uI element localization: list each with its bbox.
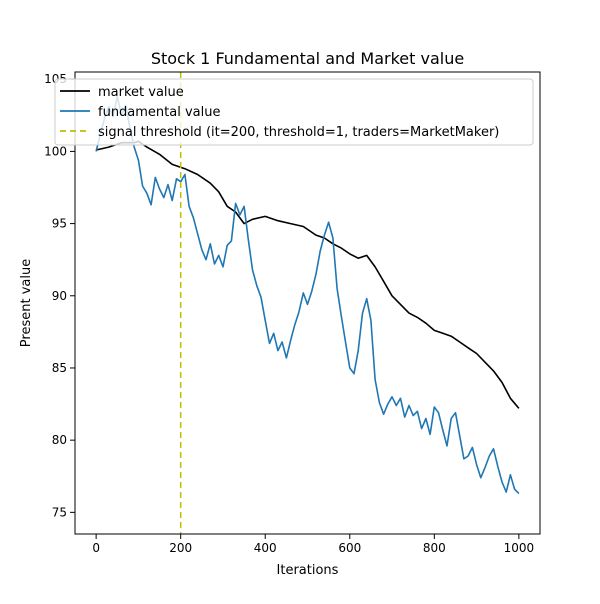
legend: market value fundamental value signal th… xyxy=(54,78,534,146)
axes-frame xyxy=(74,71,541,535)
series-line-fundamental-value xyxy=(95,95,520,495)
x-axis-label: Iterations xyxy=(277,563,339,578)
legend-label-signal-threshold: signal threshold (it=200, threshold=1, t… xyxy=(98,125,499,140)
y-tick-label: 80 xyxy=(52,433,67,447)
y-axis-label: Present value xyxy=(19,259,34,347)
x-tick-label: 1000 xyxy=(504,541,535,555)
x-tick-label: 800 xyxy=(423,541,446,555)
plot-area: 020040060080010007580859095100105 xyxy=(44,71,541,555)
x-tick-label: 200 xyxy=(169,541,192,555)
x-tick-label: 0 xyxy=(92,541,100,555)
legend-label-fundamental-value: fundamental value xyxy=(98,105,221,120)
x-tick-label: 400 xyxy=(254,541,277,555)
y-tick-label: 95 xyxy=(52,217,67,231)
y-tick-label: 90 xyxy=(52,289,67,303)
y-tick-label: 100 xyxy=(44,144,67,158)
x-tick-label: 600 xyxy=(338,541,361,555)
y-tick-label: 75 xyxy=(52,505,67,519)
chart-title: Stock 1 Fundamental and Market value xyxy=(151,49,464,68)
legend-label-market-value: market value xyxy=(98,85,184,100)
y-tick-label: 85 xyxy=(52,361,67,375)
legend-box xyxy=(54,78,534,146)
